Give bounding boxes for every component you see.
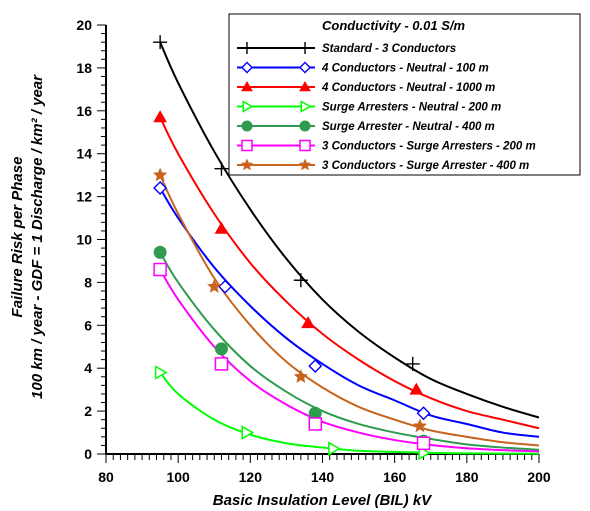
y-tick-label: 0	[84, 446, 92, 462]
data-point-series-3	[301, 316, 315, 329]
legend-marker-2	[299, 61, 311, 74]
data-point-series-2	[416, 406, 431, 421]
data-point-series-1	[293, 273, 308, 288]
data-point-series-1	[405, 356, 420, 371]
data-point-series-4	[154, 365, 168, 380]
y-tick-label: 2	[84, 403, 92, 419]
legend-marker-6	[241, 139, 253, 152]
data-point-series-7	[206, 279, 222, 293]
data-point-series-2	[218, 279, 233, 294]
x-axis-title: Basic Insulation Level (BIL) kV	[213, 492, 433, 509]
data-point-series-7	[293, 369, 309, 383]
series-line-2	[159, 187, 540, 438]
legend-marker-6	[299, 139, 311, 152]
y-tick-label: 18	[76, 60, 92, 76]
legend-marker-4	[242, 100, 254, 113]
data-point-series-3	[214, 221, 229, 234]
y-tick-label: 12	[76, 189, 92, 205]
legend-label-6: 3 Conductors - Surge Arresters - 200 m	[322, 141, 536, 153]
y-tick-label: 10	[76, 232, 92, 248]
legend-marker-1	[299, 42, 311, 54]
legend-marker-2	[241, 61, 253, 74]
y-axis-title-line2: 100 km / year - GDF = 1 Discharge / km² …	[29, 74, 46, 399]
y-tick-label: 14	[76, 146, 92, 162]
legend-marker-1	[241, 42, 253, 54]
data-point-series-3	[409, 382, 424, 395]
legend-marker-7	[240, 158, 254, 171]
series-curves	[159, 41, 540, 455]
data-point-series-1	[214, 161, 229, 176]
series-line-6	[159, 269, 540, 453]
data-point-series-6	[153, 262, 167, 277]
legend-marker-3	[299, 80, 311, 92]
data-point-series-4	[328, 441, 341, 456]
y-tick-label: 8	[84, 274, 92, 290]
x-tick-label: 140	[311, 469, 335, 485]
x-tick-label: 200	[527, 469, 551, 485]
legend-marker-7	[298, 158, 312, 171]
data-point-series-5	[214, 342, 228, 356]
series-line-7	[159, 174, 540, 447]
x-tick-label: 180	[455, 469, 479, 485]
data-point-series-6	[214, 357, 229, 371]
y-tick-label: 4	[84, 360, 92, 376]
series-markers	[152, 35, 432, 461]
x-tick-label: 160	[383, 469, 407, 485]
legend-label-5: Surge Arrester - Neutral - 400 m	[322, 121, 495, 133]
data-point-series-5	[153, 245, 167, 259]
series-line-3	[159, 116, 540, 430]
data-point-series-6	[308, 417, 323, 431]
legend-marker-5	[241, 120, 253, 132]
y-tick-label: 6	[84, 317, 92, 333]
series-line-5	[159, 251, 540, 451]
y-tick-label: 16	[76, 103, 92, 119]
legend-box	[228, 13, 581, 176]
data-point-series-2	[308, 359, 323, 374]
legend-label-4: Surge Arresters - Neutral - 200 m	[322, 102, 501, 114]
legend-marker-5	[299, 120, 311, 132]
data-point-series-7	[412, 418, 428, 433]
data-point-series-6	[416, 436, 431, 451]
data-point-series-7	[152, 167, 168, 182]
series-line-1	[159, 41, 540, 419]
data-point-series-4	[241, 425, 255, 440]
y-tick-label: 20	[76, 17, 92, 33]
data-point-series-1	[153, 35, 168, 50]
legend-title: Conductivity - 0.01 S/m	[322, 18, 465, 33]
x-tick-label: 100	[166, 469, 190, 485]
legend-label-2: 4 Conductors - Neutral - 100 m	[321, 63, 489, 75]
data-point-series-3	[153, 110, 167, 123]
legend-label-1: Standard - 3 Conductors	[322, 43, 456, 55]
x-tick-label: 120	[239, 469, 263, 485]
series-line-4	[159, 371, 540, 455]
legend-label-7: 3 Conductors - Surge Arrester - 400 m	[322, 160, 529, 172]
axes: 80 100 120 140 160 180 200 0 2 4 6 8 10 12 14 16 18 20	[76, 17, 550, 485]
legend-marker-3	[241, 80, 253, 92]
legend-marker-4	[300, 100, 312, 113]
legend-label-3: 4 Conductors - Neutral - 1000 m	[321, 82, 495, 94]
data-point-series-2	[153, 181, 168, 196]
x-tick-label: 80	[98, 469, 114, 485]
y-axis-title-line1: Failure Risk per Phase	[9, 157, 26, 318]
legend: Conductivity - 0.01 S/m Standard - 3 Cond…	[228, 13, 581, 176]
